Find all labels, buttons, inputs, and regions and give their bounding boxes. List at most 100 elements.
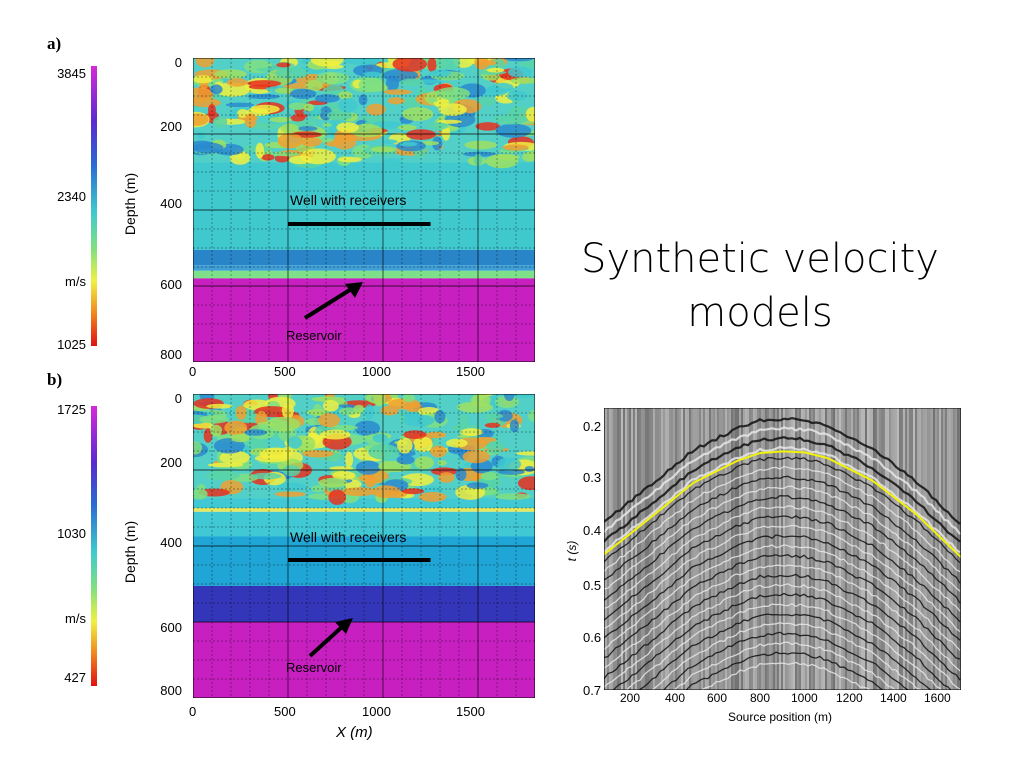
panel-a-velocity-patch: [345, 58, 381, 65]
panel-a-velocity-patch: [326, 110, 353, 121]
panel-a-velocity-patch: [435, 87, 471, 100]
seismic-ylabel: t (s): [565, 540, 579, 562]
panel-a-velocity-patch: [362, 71, 383, 79]
panel-a-velocity-patch: [338, 91, 353, 100]
panel-b-velocity-patch: [460, 428, 483, 437]
colorbar-b-mid-label: 1030: [57, 526, 86, 541]
seismic-reflection: [604, 445, 961, 554]
panel-b-velocity-patch: [320, 429, 351, 440]
seismic-reflection: [604, 436, 961, 543]
panel-b-velocity-patch: [219, 450, 250, 465]
panel-a-velocity-patch: [297, 126, 318, 131]
panel-a-velocity-patch: [441, 125, 451, 141]
panel-a-velocity-patch: [303, 103, 315, 112]
seismic-reflection: [604, 465, 961, 573]
slide-title-line-2: models: [687, 290, 833, 336]
panel-b-well-label: Well with receivers: [290, 529, 406, 545]
panel-b-depth-tick: 800: [160, 683, 182, 698]
panel-a-velocity-patch: [510, 77, 535, 84]
panel-a-velocity-patch: [429, 69, 451, 78]
colorbar-a: [91, 66, 97, 346]
panel-a-velocity-patch: [506, 90, 528, 102]
colorbar-a-unit-label: m/s: [65, 274, 86, 289]
panel-b-velocity-patch: [424, 431, 447, 439]
panel-a-velocity-patch: [392, 58, 427, 72]
seismic-xlabel: Source position (m): [728, 710, 833, 724]
seismic-reflection: [638, 613, 932, 690]
panel-b-velocity-patch: [282, 465, 301, 477]
panel-a-velocity-patch: [288, 155, 313, 165]
panel-a-velocity-patch: [495, 123, 532, 138]
panel-a-velocity-patch: [382, 69, 418, 82]
panel-a-velocity-patch: [193, 87, 214, 103]
panel-b-velocity-patch: [364, 404, 375, 421]
panel-b-x-tick: 500: [274, 704, 296, 719]
panel-a-velocity-patch: [503, 58, 534, 62]
panel-a-velocity-patch: [305, 79, 323, 92]
panel-b-velocity-patch: [210, 424, 223, 437]
panel-b-velocity-patch: [445, 438, 468, 448]
seismic-reflection: [701, 661, 872, 690]
panel-b-velocity-patch: [495, 493, 531, 500]
seismic-x-tick: 200: [620, 691, 641, 705]
seismic-reflection: [662, 631, 909, 690]
panel-b-velocity-patch: [287, 436, 302, 449]
panel-b-velocity-patch: [328, 489, 347, 505]
panel-b-ylabel: Depth (m): [122, 520, 138, 584]
panel-a-x-tick: 500: [274, 364, 296, 379]
panel-b-velocity-patch: [434, 409, 446, 424]
panel-b-velocity-patch: [517, 476, 535, 491]
seismic-x-tick: 400: [665, 691, 686, 705]
seismic-y-tick: 0.6: [583, 630, 602, 645]
panel-b-velocity-patch: [414, 456, 434, 470]
panel-a-velocity-patch: [322, 122, 333, 128]
panel-b-velocity-patch: [401, 488, 425, 495]
seismic-y-tick: 0.5: [583, 578, 602, 593]
seismic-x-tick: 1400: [880, 691, 907, 705]
panel-b-velocity-patch: [403, 430, 427, 439]
panel-a-velocity-patch: [383, 158, 402, 164]
panel-a-velocity-patch: [427, 58, 437, 72]
seismic-reflection: [604, 534, 961, 641]
panel-a-velocity-patch: [382, 139, 398, 144]
panel-b-velocity-patch: [338, 407, 358, 416]
panel-a-velocity-patch: [288, 102, 308, 110]
panel-b-velocity-patch: [329, 466, 354, 471]
colorbar-a-mid-label: 2340: [57, 189, 86, 204]
panel-a-velocity-patch: [428, 97, 439, 103]
panel-a-velocity-patch: [338, 98, 358, 113]
panel-a-velocity-patch: [250, 122, 282, 130]
panel-a-velocity-patch: [475, 122, 501, 131]
seismic-x-tick: 600: [707, 691, 728, 705]
panel-a-velocity-patch: [336, 122, 359, 133]
panel-b-depth-tick: 200: [160, 455, 182, 470]
panel-a-velocity-patch: [214, 69, 247, 79]
seismic-reflection: [604, 495, 961, 604]
panel-a-velocity-patch: [525, 106, 535, 122]
seismic-reflection: [604, 583, 961, 690]
panel-b-layer: [193, 508, 535, 512]
panel-a-velocity-patch: [464, 140, 497, 150]
panel-a-depth-tick: 400: [160, 196, 182, 211]
panel-a-velocity-patch: [244, 113, 257, 128]
panel-a-velocity-patch: [210, 84, 223, 95]
panel-a-velocity-patch: [477, 97, 496, 106]
panel-a-velocity-patch: [289, 88, 317, 99]
panel-b-velocity-model: Well with receivers Reservoir: [193, 394, 535, 698]
seismic-reflection: [651, 622, 922, 690]
panel-a-velocity-patch: [269, 116, 292, 123]
panel-a-well-label: Well with receivers: [290, 192, 406, 208]
seismic-reflection: [612, 592, 952, 690]
panel-b-velocity-patch: [235, 405, 247, 420]
panel-b-velocity-patch: [430, 445, 447, 458]
panel-a-velocity-patch: [435, 58, 461, 70]
seismic-reflection: [604, 554, 961, 660]
panel-a-velocity-patch: [399, 141, 418, 147]
panel-a-velocity-patch: [437, 119, 462, 124]
seismic-reflection: [604, 505, 961, 612]
panel-a-velocity-patch: [277, 133, 303, 149]
panel-b-velocity-patch: [413, 436, 433, 452]
panel-a-velocity-patch: [297, 120, 319, 126]
panel-b-velocity-patch: [344, 451, 354, 468]
panel-b-velocity-patch: [368, 444, 400, 460]
